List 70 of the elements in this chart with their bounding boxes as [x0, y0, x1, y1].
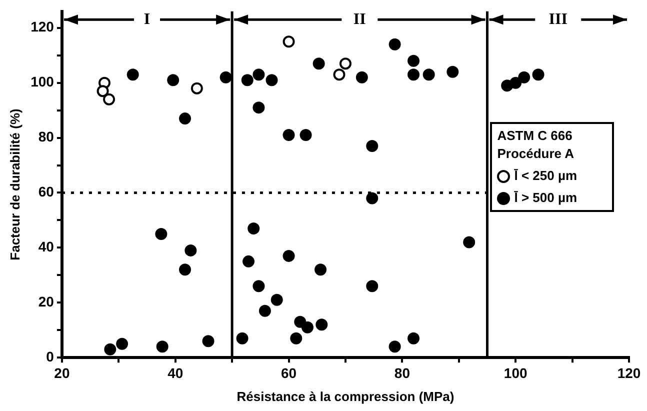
point: [532, 68, 544, 81]
legend-label: l̄ < 250 µm: [514, 168, 578, 184]
point: [408, 332, 420, 344]
point: [179, 112, 192, 125]
point: [388, 38, 401, 50]
y-tick-label: 80: [38, 128, 54, 145]
point: [241, 74, 254, 86]
point: [258, 304, 271, 317]
point: [339, 58, 352, 70]
point: [155, 228, 168, 240]
point: [301, 321, 314, 334]
point: [266, 74, 278, 86]
legend-label: l̄ > 500 µm: [514, 190, 578, 206]
x-tick-label: 100: [504, 364, 528, 381]
y-tick-label: 60: [38, 184, 54, 200]
y-axis-title: Facteur de durabilité (%): [7, 108, 22, 260]
point: [116, 338, 128, 350]
point: [156, 340, 168, 353]
point: [252, 280, 265, 292]
annotation: III: [548, 10, 568, 28]
point: [388, 340, 401, 353]
point: [282, 129, 295, 142]
point: [366, 192, 378, 204]
point: [314, 264, 327, 276]
point: [270, 294, 283, 306]
x-axis-title: Résistance à la compression (MPa): [236, 388, 454, 404]
point: [290, 332, 302, 344]
x-tick-label: 60: [280, 364, 297, 381]
x-tick-label: 20: [54, 364, 70, 381]
point: [248, 222, 260, 234]
point: [167, 74, 180, 86]
y-tick-label: 40: [38, 238, 54, 255]
y-tick-label: 120: [30, 18, 54, 35]
point: [316, 318, 328, 331]
point: [333, 68, 346, 81]
point: [366, 140, 378, 152]
x-tick-label: 40: [168, 364, 184, 381]
point: [103, 93, 116, 106]
point: [179, 264, 192, 276]
point: [184, 244, 197, 256]
point: [312, 58, 325, 70]
point: [252, 68, 265, 81]
point: [518, 71, 530, 84]
x-tick-label: 80: [394, 364, 410, 381]
y-tick-label: 20: [38, 294, 54, 310]
annotation: I: [144, 10, 150, 28]
point: [408, 54, 420, 67]
x-tick-label: 120: [617, 364, 641, 381]
annotation: II: [353, 10, 366, 28]
point: [366, 280, 378, 292]
point: [104, 343, 116, 356]
point: [463, 236, 476, 248]
point: [126, 68, 139, 81]
y-tick-label: 100: [30, 74, 54, 90]
point: [446, 66, 459, 78]
point: [408, 68, 420, 81]
point: [202, 335, 214, 348]
point: [252, 102, 265, 114]
point: [300, 129, 312, 142]
point: [220, 71, 232, 84]
point: [510, 76, 522, 89]
point: [282, 36, 295, 48]
point: [356, 71, 368, 84]
y-tick-label: 0: [46, 348, 54, 364]
point: [242, 255, 255, 268]
point: [190, 82, 203, 94]
point: [236, 332, 248, 344]
point: [96, 85, 109, 98]
point: [282, 250, 295, 262]
point: [422, 68, 435, 81]
